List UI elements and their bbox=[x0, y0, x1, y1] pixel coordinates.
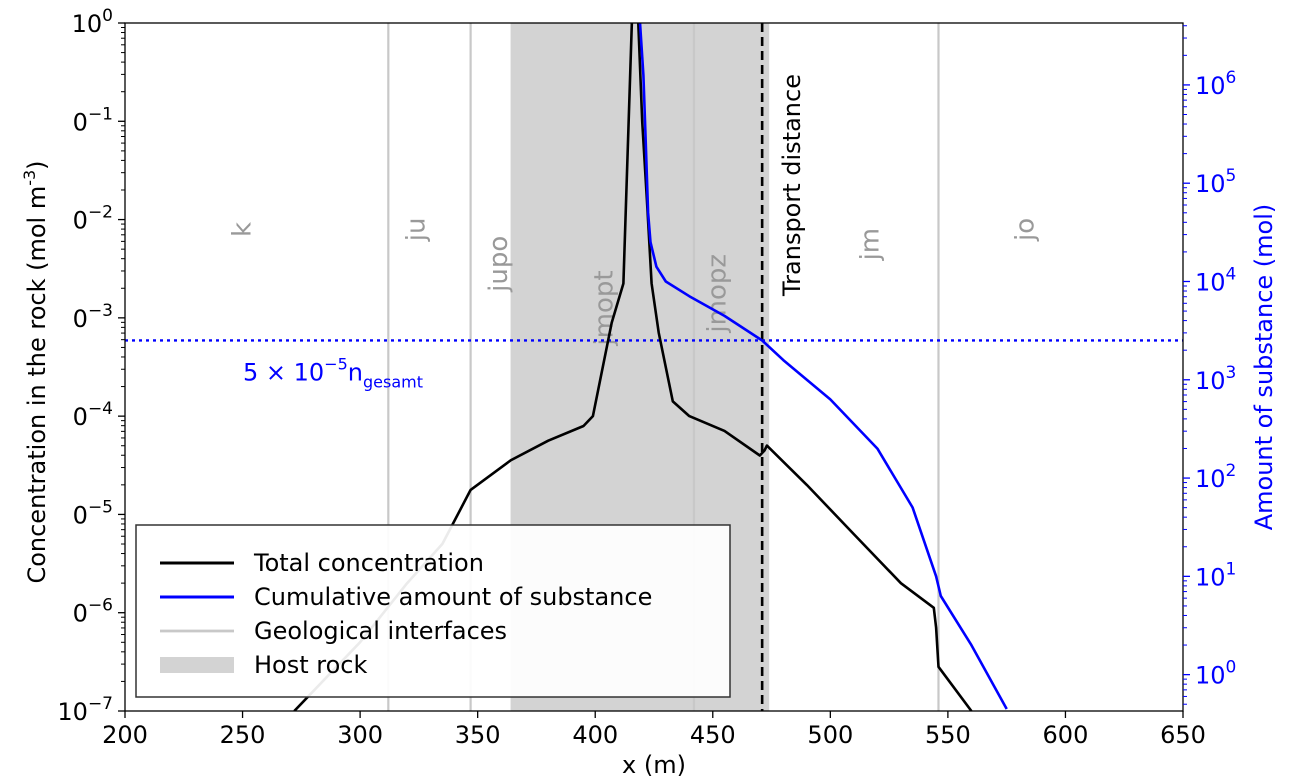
x-tick-label: 200 bbox=[102, 721, 148, 749]
x-tick-label: 300 bbox=[337, 721, 383, 749]
x-tick-label: 500 bbox=[807, 721, 853, 749]
layer-label: jo bbox=[1010, 218, 1040, 242]
layer-label: jm bbox=[855, 228, 885, 262]
x-tick-label: 650 bbox=[1160, 721, 1206, 749]
y-right-tick-label: 103 bbox=[1195, 363, 1236, 395]
y-right-axis-label: Amount of substance (mol) bbox=[1250, 204, 1278, 531]
y-left-tick-label: 0−6 bbox=[73, 596, 113, 628]
x-tick-label: 250 bbox=[220, 721, 266, 749]
legend-host-rock-label: Host rock bbox=[254, 651, 367, 679]
y-left-tick-label: 100 bbox=[72, 6, 113, 38]
transport-distance-label: Transport distance bbox=[778, 74, 806, 297]
plot-frame bbox=[124, 22, 1184, 712]
cumulative-amount-line bbox=[638, 23, 1008, 710]
layer-label: jupo bbox=[484, 236, 514, 293]
y-right-tick-label: 102 bbox=[1195, 461, 1236, 493]
layer-label: k bbox=[228, 222, 258, 237]
y-left-axis-label: Concentration in the rock (mol m-3) bbox=[20, 160, 51, 583]
x-tick-label: 550 bbox=[925, 721, 971, 749]
legend-host-rock-swatch bbox=[160, 657, 234, 673]
layer-label: ju bbox=[402, 218, 432, 243]
x-tick-label: 450 bbox=[690, 721, 736, 749]
y-left-tick-label: 0−3 bbox=[73, 301, 113, 333]
threshold-label: 5 × 10−5ngesamt bbox=[243, 354, 423, 391]
y-right-tick-label: 100 bbox=[1195, 658, 1236, 690]
legend-total-concentration-label: Total concentration bbox=[253, 549, 484, 577]
y-left-tick-label: 0−5 bbox=[73, 497, 113, 529]
y-right-tick-label: 104 bbox=[1195, 264, 1236, 296]
y-left-tick-label: 10−7 bbox=[57, 694, 113, 726]
x-tick-label: 350 bbox=[455, 721, 501, 749]
legend-box bbox=[135, 524, 731, 698]
y-right-tick-label: 101 bbox=[1195, 559, 1236, 591]
y-left-tick-label: 0−1 bbox=[73, 104, 113, 136]
x-tick-label: 400 bbox=[572, 721, 618, 749]
y-right-tick-label: 105 bbox=[1195, 166, 1236, 198]
x-tick-label: 600 bbox=[1043, 721, 1089, 749]
y-left-tick-label: 0−4 bbox=[73, 399, 113, 431]
x-axis-label: x (m) bbox=[622, 751, 686, 779]
legend-cumulative-amount-label: Cumulative amount of substance bbox=[254, 583, 652, 611]
y-left-tick-label: 0−2 bbox=[73, 203, 113, 235]
legend-geological-interfaces-label: Geological interfaces bbox=[254, 617, 507, 645]
y-right-tick-label: 106 bbox=[1195, 68, 1236, 100]
layer-label: jmopz bbox=[702, 254, 732, 334]
